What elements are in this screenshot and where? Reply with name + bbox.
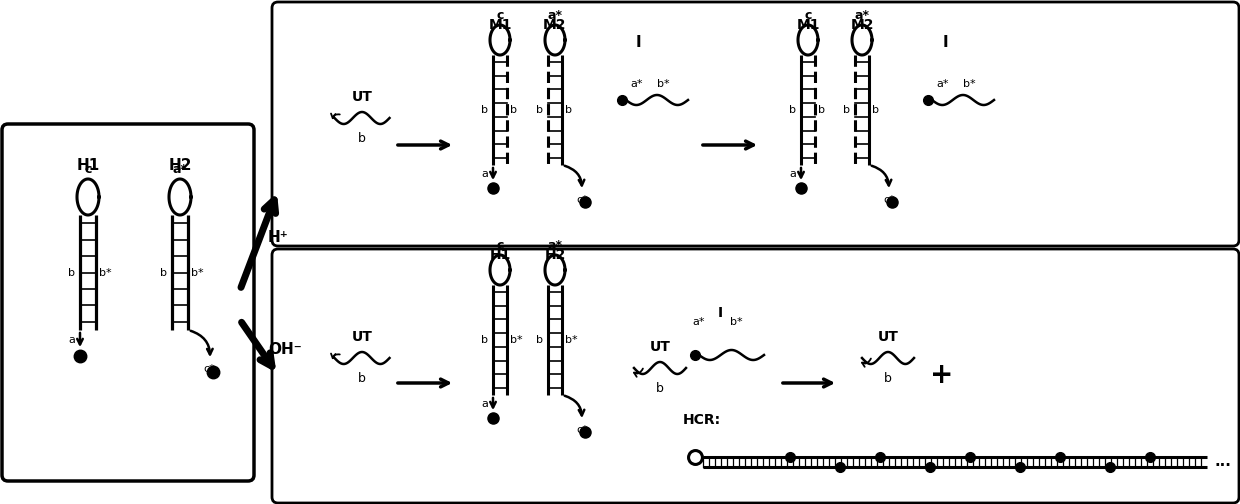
Text: UT: UT <box>352 330 372 344</box>
Text: ...: ... <box>1215 455 1231 470</box>
Text: b*: b* <box>99 268 112 278</box>
Text: b: b <box>481 335 489 345</box>
Text: c*: c* <box>577 195 588 205</box>
Text: a: a <box>789 169 796 179</box>
Text: a*: a* <box>548 9 563 22</box>
Text: a*: a* <box>172 163 187 176</box>
Text: a: a <box>481 169 489 179</box>
Text: HCR:: HCR: <box>683 413 722 427</box>
FancyBboxPatch shape <box>272 249 1239 503</box>
Text: b: b <box>481 105 489 115</box>
Text: a*: a* <box>692 317 706 327</box>
Text: b*: b* <box>730 317 743 327</box>
Text: b: b <box>818 105 825 115</box>
Text: H1: H1 <box>77 158 99 173</box>
Text: +: + <box>930 361 954 389</box>
Text: b: b <box>68 268 74 278</box>
Text: c: c <box>496 9 503 22</box>
Text: M1: M1 <box>489 18 512 32</box>
Text: M1: M1 <box>796 18 820 32</box>
FancyBboxPatch shape <box>272 2 1239 246</box>
Text: b*: b* <box>191 268 203 278</box>
Text: M2: M2 <box>851 18 874 32</box>
Text: b: b <box>656 382 663 395</box>
Text: b: b <box>160 268 167 278</box>
Text: a*: a* <box>854 9 869 22</box>
Text: b: b <box>565 105 572 115</box>
Text: M2: M2 <box>543 18 567 32</box>
Text: OH⁻: OH⁻ <box>268 343 301 357</box>
Text: a*: a* <box>548 239 563 252</box>
Text: H⁺: H⁺ <box>268 230 289 245</box>
Text: b: b <box>358 372 366 385</box>
Text: a*: a* <box>936 79 949 89</box>
Text: a*: a* <box>630 79 642 89</box>
Text: a: a <box>68 335 74 345</box>
FancyBboxPatch shape <box>2 124 254 481</box>
Text: c: c <box>496 239 503 252</box>
Text: b: b <box>843 105 849 115</box>
Text: I: I <box>635 35 641 50</box>
Text: b*: b* <box>963 79 976 89</box>
Text: c*: c* <box>577 425 588 435</box>
Text: b: b <box>510 105 517 115</box>
Text: b: b <box>789 105 796 115</box>
Text: b: b <box>536 105 543 115</box>
Text: UT: UT <box>878 330 899 344</box>
Text: H2: H2 <box>544 248 565 262</box>
Text: H1: H1 <box>490 248 511 262</box>
Text: a: a <box>481 399 489 409</box>
Text: b: b <box>358 132 366 145</box>
Text: b: b <box>536 335 543 345</box>
Text: c: c <box>84 163 92 176</box>
Text: UT: UT <box>352 90 372 104</box>
Text: b*: b* <box>510 335 522 345</box>
Text: c*: c* <box>203 364 216 374</box>
Text: H2: H2 <box>169 158 192 173</box>
Text: b*: b* <box>657 79 670 89</box>
Text: b*: b* <box>565 335 578 345</box>
Text: c*: c* <box>883 195 895 205</box>
Text: b: b <box>872 105 879 115</box>
Text: b: b <box>884 372 892 385</box>
Text: I: I <box>718 306 723 320</box>
Text: I: I <box>942 35 947 50</box>
Text: UT: UT <box>650 340 671 354</box>
Text: c: c <box>805 9 812 22</box>
